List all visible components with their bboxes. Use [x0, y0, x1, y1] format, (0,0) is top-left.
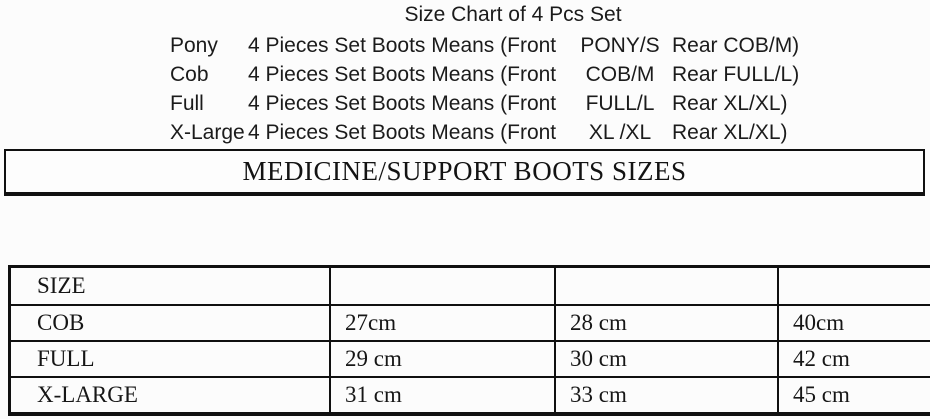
measurement-cell: 45 cm	[777, 376, 930, 416]
header-cell-empty	[554, 265, 779, 306]
front-size-value: COB/M	[585, 63, 655, 86]
set-means-text: 4 Pieces Set Boots Means (Front	[248, 63, 557, 86]
size-name-cell: X-LARGE	[8, 376, 331, 416]
table-row-full: FULL 29 cm 30 cm 42 cm	[8, 340, 930, 378]
set-size-label: Full	[170, 92, 204, 115]
measurement-cell: 31 cm	[329, 376, 556, 416]
set-means-text: 4 Pieces Set Boots Means (Front	[248, 92, 557, 115]
banner-title: MEDICINE/SUPPORT BOOTS SIZES	[242, 156, 687, 186]
measurement-cell: 42 cm	[777, 340, 930, 378]
measurement-cell: 33 cm	[554, 376, 779, 416]
header-cell-empty	[777, 265, 930, 306]
table-header-row: SIZE	[8, 265, 930, 306]
pieces-set-legend: Pony 4 Pieces Set Boots Means (Front PON…	[170, 31, 799, 147]
header-cell-empty	[329, 265, 556, 306]
rear-size-value: Rear FULL/L)	[672, 63, 800, 86]
front-size-value: FULL/L	[585, 92, 655, 115]
legend-row-pony: Pony 4 Pieces Set Boots Means (Front PON…	[170, 31, 799, 60]
legend-row-full: Full 4 Pieces Set Boots Means (Front FUL…	[170, 89, 799, 118]
boot-sizes-table: SIZE COB 27cm 28 cm 40cm FULL 29 cm 30 c…	[8, 265, 930, 416]
set-means-text: 4 Pieces Set Boots Means (Front	[248, 34, 557, 57]
front-size-value: PONY/S	[580, 34, 660, 57]
measurement-cell: 27cm	[329, 304, 556, 342]
set-size-label: X-Large	[170, 121, 245, 144]
size-name-cell: FULL	[8, 340, 331, 378]
set-size-label: Cob	[170, 63, 209, 86]
rear-size-value: Rear XL/XL)	[672, 121, 788, 144]
legend-row-xlarge: X-Large 4 Pieces Set Boots Means (Front …	[170, 118, 799, 147]
legend-row-cob: Cob 4 Pieces Set Boots Means (Front COB/…	[170, 60, 799, 89]
page-title: Size Chart of 4 Pcs Set	[404, 3, 622, 26]
measurement-cell: 30 cm	[554, 340, 779, 378]
set-means-text: 4 Pieces Set Boots Means (Front	[248, 121, 557, 144]
medicine-support-banner: MEDICINE/SUPPORT BOOTS SIZES	[4, 149, 925, 196]
rear-size-value: Rear XL/XL)	[672, 92, 788, 115]
table-row-cob: COB 27cm 28 cm 40cm	[8, 304, 930, 342]
measurement-cell: 40cm	[777, 304, 930, 342]
measurement-cell: 28 cm	[554, 304, 779, 342]
front-size-value: XL /XL	[588, 121, 652, 144]
header-cell-size: SIZE	[8, 265, 331, 306]
table-row-xlarge: X-LARGE 31 cm 33 cm 45 cm	[8, 376, 930, 416]
set-size-label: Pony	[170, 34, 218, 57]
measurement-cell: 29 cm	[329, 340, 556, 378]
rear-size-value: Rear COB/M)	[672, 34, 800, 57]
size-name-cell: COB	[8, 304, 331, 342]
